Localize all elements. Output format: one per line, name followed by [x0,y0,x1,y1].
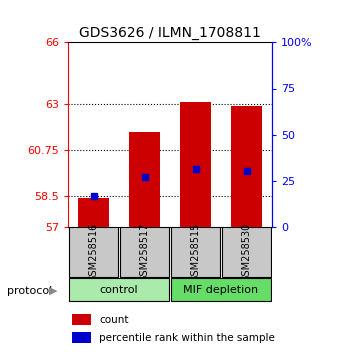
Text: percentile rank within the sample: percentile rank within the sample [99,333,275,343]
Text: count: count [99,315,129,325]
Bar [231,106,262,227]
Bar [222,227,271,278]
Bar [72,332,91,343]
Bar [180,102,211,227]
Title: GDS3626 / ILMN_1708811: GDS3626 / ILMN_1708811 [79,26,261,40]
Bar [72,314,91,325]
Text: GSM258517: GSM258517 [139,223,150,282]
Text: GSM258516: GSM258516 [88,223,99,282]
Bar [69,227,118,278]
Text: protocol: protocol [7,286,52,296]
Text: GSM258515: GSM258515 [190,223,201,282]
Bar [69,279,169,301]
Bar [171,279,271,301]
Bar [171,227,220,278]
Text: MIF depletion: MIF depletion [184,285,258,295]
Bar [78,198,109,227]
Text: control: control [100,285,138,295]
Bar [129,132,160,227]
Text: ▶: ▶ [49,286,58,296]
Bar [120,227,169,278]
Text: GSM258530: GSM258530 [241,223,252,282]
